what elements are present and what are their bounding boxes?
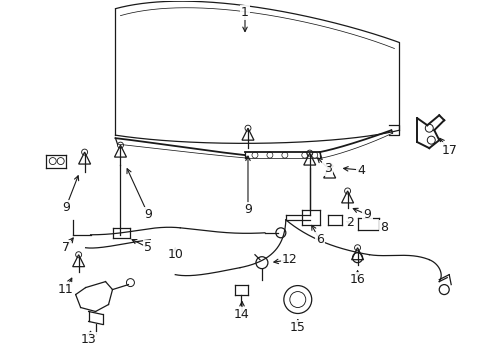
Text: 2: 2 xyxy=(345,216,353,229)
Text: 6: 6 xyxy=(315,233,323,246)
Text: 9: 9 xyxy=(244,203,251,216)
Text: 5: 5 xyxy=(144,241,152,254)
Text: 9: 9 xyxy=(61,201,69,215)
Text: 17: 17 xyxy=(440,144,456,157)
Text: 4: 4 xyxy=(357,163,365,176)
Text: 12: 12 xyxy=(282,253,297,266)
Text: 9: 9 xyxy=(363,208,371,221)
Text: 10: 10 xyxy=(167,248,183,261)
Text: 16: 16 xyxy=(349,273,365,286)
Text: 1: 1 xyxy=(241,6,248,19)
Text: 3: 3 xyxy=(323,162,331,175)
Text: 13: 13 xyxy=(81,333,96,346)
Text: 15: 15 xyxy=(289,321,305,334)
Text: 7: 7 xyxy=(61,241,70,254)
Text: 14: 14 xyxy=(234,308,249,321)
Text: 8: 8 xyxy=(380,221,387,234)
Text: 9: 9 xyxy=(144,208,152,221)
Text: 11: 11 xyxy=(58,283,73,296)
